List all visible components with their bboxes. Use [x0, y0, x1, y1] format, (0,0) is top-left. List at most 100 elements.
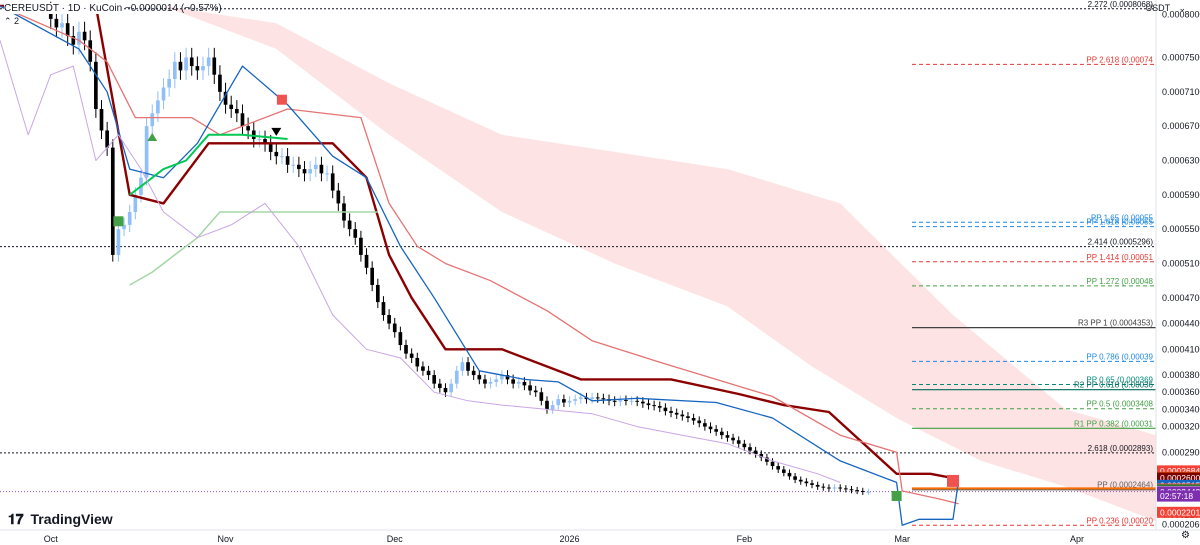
- candle-body-45: [302, 169, 307, 174]
- candle-body-11: [110, 147, 115, 255]
- candle-body-81: [505, 375, 510, 380]
- series-line-3: [129, 133, 288, 196]
- candle-body-80: [500, 375, 504, 380]
- level-label-0: 2.272 (0.0008068): [1088, 0, 1154, 9]
- candle-body-41: [280, 156, 284, 158]
- candle-body-141: [844, 488, 848, 490]
- logo-text: TradingView: [30, 511, 113, 527]
- x-tick-label: Apr: [1070, 534, 1084, 544]
- candle-body-7: [88, 40, 93, 62]
- candle-body-23: [178, 61, 183, 71]
- candle-body-58: [375, 284, 380, 303]
- candle-body-18: [150, 113, 155, 127]
- candle-body-53: [347, 220, 352, 230]
- candle-body-122: [736, 440, 741, 444]
- candle-body-29: [212, 57, 217, 75]
- candle-body-72: [454, 370, 459, 384]
- candle-body-104: [635, 400, 640, 402]
- candle-body-25: [189, 57, 194, 67]
- price-tag-label-0: 0.0002684: [1160, 466, 1200, 476]
- candle-body-124: [748, 447, 752, 451]
- candle-body-107: [652, 405, 656, 407]
- candle-body-123: [742, 443, 747, 448]
- candle-body-112: [680, 414, 685, 417]
- candle-body-17: [144, 126, 149, 178]
- currency-selector[interactable]: USDT ⌄: [1146, 3, 1186, 14]
- candle-body-4: [71, 36, 76, 45]
- candle-body-138: [827, 487, 831, 489]
- candle-body-135: [810, 483, 814, 485]
- chart-header: CEREUSDT · 1D · KuCoin −0.0000014 (−0.57…: [4, 3, 222, 27]
- candle-body-88: [545, 400, 549, 410]
- candle-body-20: [161, 87, 166, 101]
- candle-body-69: [438, 383, 442, 388]
- candle-body-38: [263, 139, 267, 144]
- candle-body-132: [793, 476, 797, 480]
- candle-body-90: [556, 399, 561, 406]
- candle-body-9: [99, 109, 104, 131]
- candle-body-91: [562, 399, 566, 403]
- candle-body-115: [697, 420, 702, 424]
- currency-label: USDT: [1145, 3, 1170, 13]
- candle-body-114: [691, 417, 696, 421]
- candle-body-109: [663, 407, 668, 412]
- candle-body-10: [105, 130, 109, 148]
- candle-body-83: [516, 381, 521, 384]
- candle-body-134: [804, 481, 809, 484]
- candle-body-66: [421, 366, 425, 371]
- candle-body-55: [359, 237, 363, 255]
- x-axis[interactable]: Oct Nov Dec 2026 Feb Mar Apr: [44, 534, 1084, 544]
- indicator-lines: [0, 4, 960, 526]
- cloud-area: [0, 6, 1156, 521]
- price-tags: 0.00026840.00026080.00026000.00025150.00…: [1157, 465, 1200, 518]
- candle-body-36: [251, 130, 256, 140]
- series-line-2: [0, 5, 960, 526]
- candle-body-145: [866, 491, 871, 493]
- series-line-5: [0, 40, 841, 483]
- level-label-5: PP 1.414 (0.00051: [1086, 253, 1153, 262]
- series-line-4: [129, 211, 378, 286]
- down-triangle: [271, 127, 282, 136]
- tradingview-logo[interactable]: 𝟏𝟕 TradingView: [8, 511, 113, 528]
- series-line-0: [0, 4, 954, 480]
- candle-body-79: [494, 379, 499, 382]
- candle-body-121: [731, 437, 735, 441]
- indicator-collapse[interactable]: ⌃ 2: [4, 16, 20, 26]
- level-label-12: R1 PP 0.382 (0.00031: [1074, 419, 1154, 428]
- candle-body-15: [133, 194, 138, 212]
- price-tag-bg-0: [1157, 465, 1200, 477]
- candle-body-0: [48, 12, 53, 19]
- candle-body-106: [646, 403, 651, 406]
- candle-body-119: [719, 431, 724, 436]
- candles: [48, 1, 871, 495]
- candle-body-113: [686, 416, 690, 418]
- candle-body-56: [364, 254, 369, 268]
- candle-body-139: [832, 487, 837, 489]
- candle-body-137: [821, 486, 826, 488]
- gear-icon[interactable]: ⚙: [1181, 530, 1190, 541]
- candle-body-136: [815, 484, 820, 487]
- buy-marker-1: [113, 216, 124, 227]
- candle-body-70: [443, 387, 448, 393]
- candle-body-97: [595, 397, 600, 399]
- symbol-label[interactable]: CEREUSDT · 1D · KuCoin: [4, 3, 123, 14]
- x-tick-label: Oct: [44, 534, 59, 544]
- candle-body-89: [550, 405, 555, 410]
- candle-body-12: [116, 229, 121, 255]
- candle-body-142: [849, 489, 854, 491]
- price-tag-bg-2: [1157, 472, 1200, 484]
- candle-body-73: [460, 362, 465, 371]
- candle-body-102: [624, 399, 628, 401]
- candle-body-61: [392, 323, 397, 333]
- candle-body-140: [838, 487, 843, 489]
